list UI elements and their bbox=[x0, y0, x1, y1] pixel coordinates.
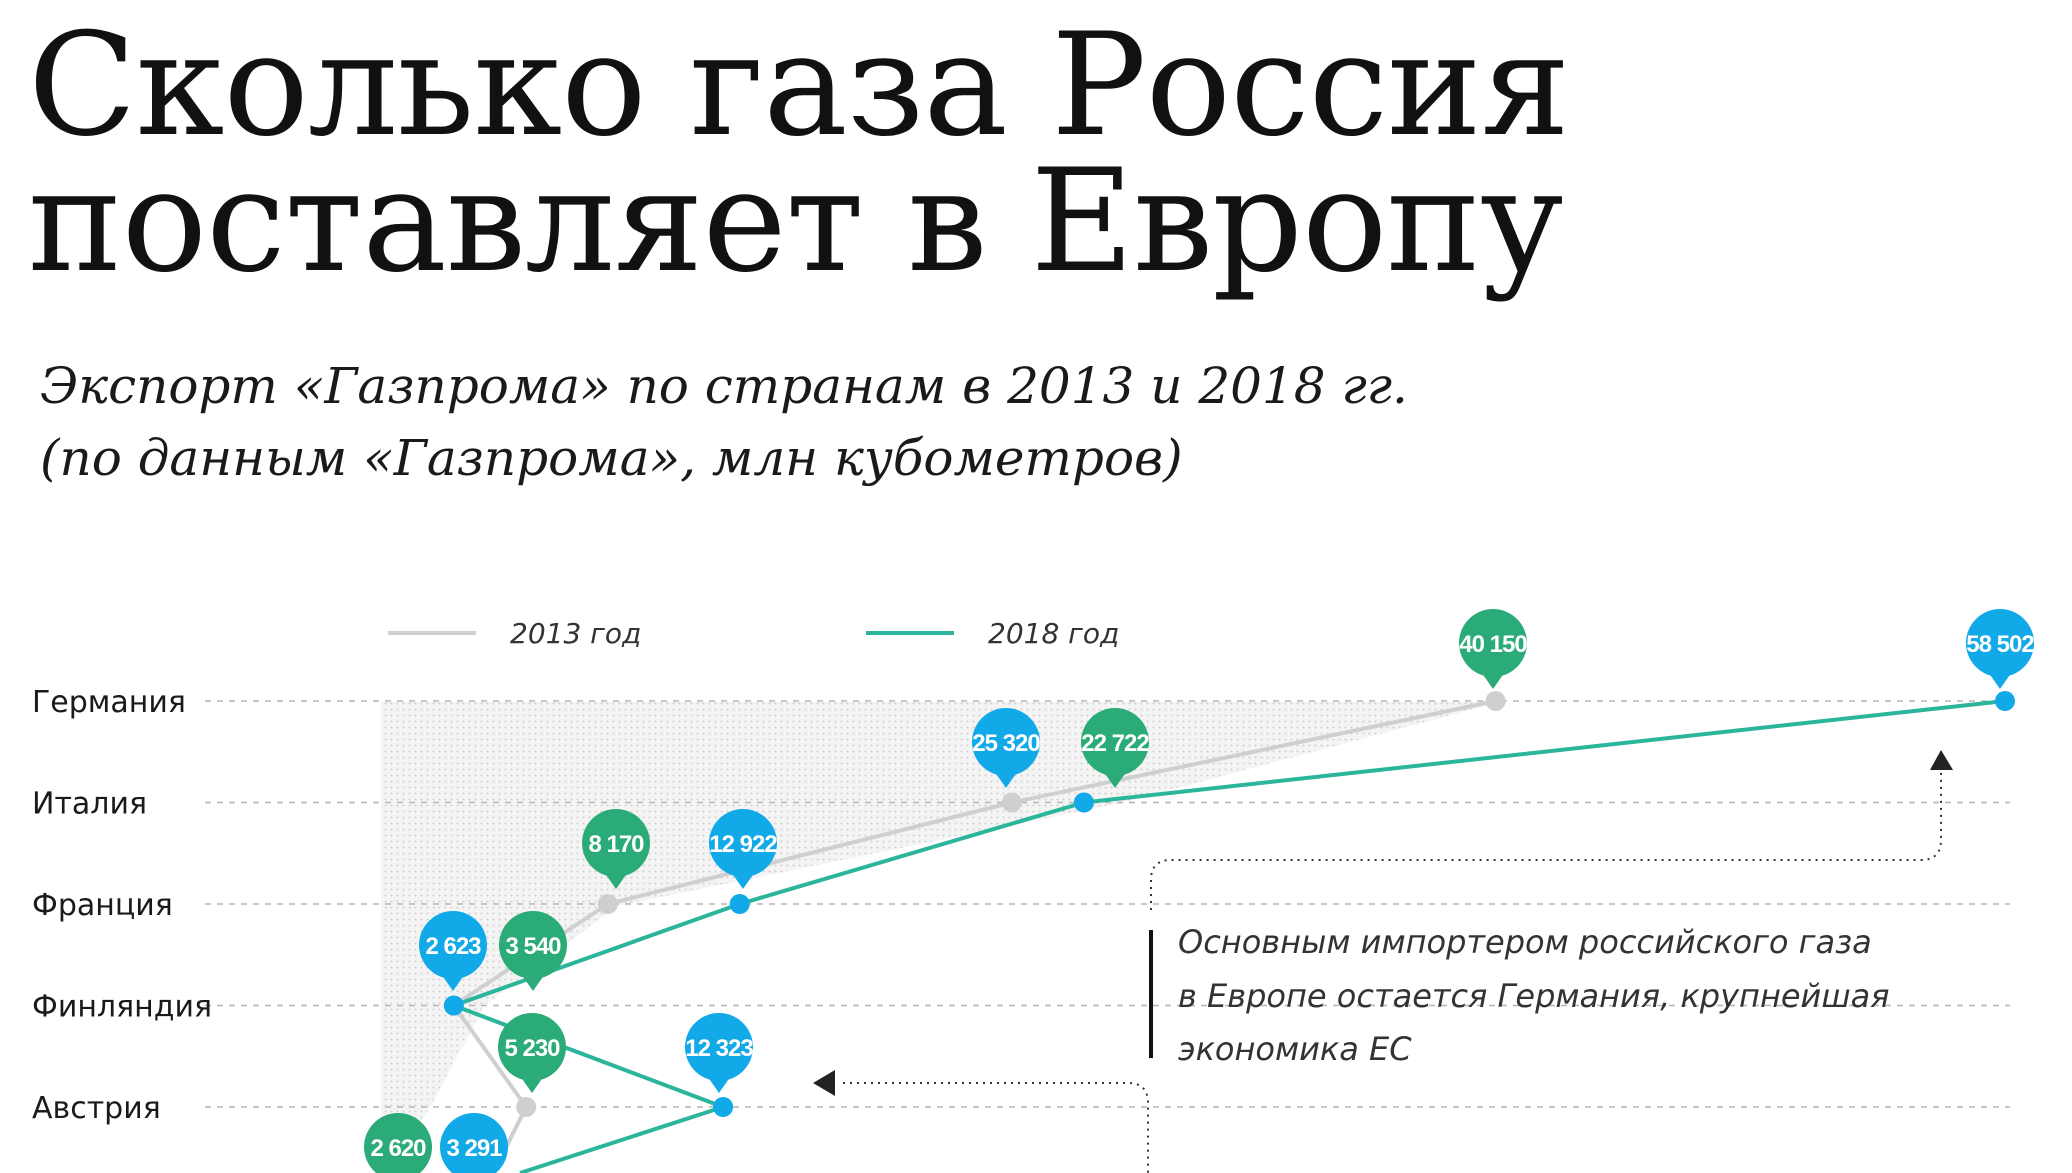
arrow-up-icon bbox=[1930, 750, 1953, 770]
data-label: 40 150 bbox=[1459, 609, 1528, 689]
series-2018-point bbox=[1995, 691, 2015, 711]
legend: 2013 год 2018 год bbox=[388, 617, 1119, 650]
data-label-bubble bbox=[1081, 708, 1149, 776]
series-2018-point bbox=[443, 995, 464, 1016]
data-label: 22 722 bbox=[1081, 708, 1150, 788]
subtitle-line-2: (по данным «Газпрома», млн кубометров) bbox=[40, 429, 1183, 487]
series-2018-segment bbox=[737, 800, 1086, 906]
data-label: 3 540 bbox=[499, 911, 567, 991]
chart-subtitle: Экспорт «Газпрома» по странам в 2013 и 2… bbox=[40, 350, 1408, 494]
title-line-1: Сколько газа Россия bbox=[28, 3, 1570, 168]
data-label: 5 230 bbox=[498, 1013, 566, 1093]
chart-title: Сколько газа Россия поставляет в Европу bbox=[28, 3, 1570, 304]
series-2013-point bbox=[1485, 691, 1506, 711]
data-label-text: 5 230 bbox=[504, 1035, 560, 1062]
series-2018-point bbox=[729, 894, 750, 914]
data-label-bubble bbox=[1966, 609, 2034, 677]
series-2013-point bbox=[516, 1097, 537, 1117]
data-label-text: 8 170 bbox=[588, 831, 644, 858]
data-label-text: 12 922 bbox=[709, 831, 777, 858]
legend-label-2018: 2018 год bbox=[988, 617, 1119, 650]
data-label-text: 40 150 bbox=[1459, 631, 1527, 658]
data-label: 3 291 bbox=[440, 1113, 508, 1173]
arrow-left-icon bbox=[813, 1070, 835, 1096]
data-label: 12 922 bbox=[709, 809, 778, 889]
data-label: 2 623 bbox=[419, 911, 487, 991]
subtitle-line-1: Экспорт «Газпрома» по странам в 2013 и 2… bbox=[40, 357, 1408, 415]
data-label-text: 2 623 bbox=[425, 933, 481, 960]
data-label-bubble bbox=[419, 911, 487, 979]
annotation-line-1: Основным импортером российского газа bbox=[1178, 923, 1872, 961]
series-2018-point bbox=[713, 1097, 734, 1117]
data-label-bubble bbox=[1459, 609, 1527, 677]
category-label: Франция bbox=[32, 888, 173, 923]
data-label-text: 3 291 bbox=[446, 1135, 502, 1162]
annotation-line-2: в Европе остается Германия, крупнейшая bbox=[1178, 977, 1889, 1015]
data-label-text: 3 540 bbox=[505, 933, 561, 960]
data-label-bubble bbox=[709, 809, 777, 877]
series-2018-line-continuation bbox=[519, 1105, 724, 1173]
legend-label-2013: 2013 год bbox=[510, 617, 641, 650]
category-label: Италия bbox=[32, 787, 147, 822]
data-label-bubble bbox=[364, 1113, 432, 1173]
data-label-bubble bbox=[498, 1013, 566, 1081]
data-label: 25 320 bbox=[972, 708, 1041, 788]
category-label: Германия bbox=[32, 685, 186, 720]
data-label: 2 620 bbox=[364, 1113, 432, 1173]
data-label-text: 58 502 bbox=[1966, 631, 2034, 658]
data-label-bubble bbox=[972, 708, 1040, 776]
data-label-text: 12 323 bbox=[685, 1035, 753, 1062]
data-label-bubble bbox=[685, 1013, 753, 1081]
series-2018-segment bbox=[1081, 699, 2007, 805]
data-label-bubble bbox=[440, 1113, 508, 1173]
series-2013-point bbox=[1001, 792, 1022, 813]
series-2018-segment bbox=[451, 1003, 726, 1109]
series-2018-segment bbox=[451, 902, 742, 1008]
data-label: 8 170 bbox=[582, 809, 650, 889]
data-label-text: 2 620 bbox=[370, 1135, 426, 1162]
category-label: Финляндия bbox=[32, 990, 212, 1025]
annotation: Основным импортером российского газа в Е… bbox=[813, 750, 1953, 1173]
data-label-bubble bbox=[582, 809, 650, 877]
title-line-2: поставляет в Европу bbox=[28, 139, 1564, 304]
data-label-bubble bbox=[499, 911, 567, 979]
series-2013-point bbox=[597, 894, 618, 914]
data-label-text: 25 320 bbox=[972, 730, 1040, 757]
data-label-text: 22 722 bbox=[1081, 730, 1149, 757]
series-2018-point bbox=[1073, 792, 1094, 813]
annotation-arrow-path-austria bbox=[843, 1082, 1149, 1173]
annotation-arrow-path-germany bbox=[1150, 770, 1942, 910]
data-label: 58 502 bbox=[1966, 609, 2035, 689]
category-label: Австрия bbox=[32, 1091, 161, 1126]
annotation-line-3: экономика ЕС bbox=[1178, 1030, 1412, 1068]
shaded-area bbox=[381, 702, 1500, 1173]
data-label: 12 323 bbox=[685, 1013, 754, 1093]
